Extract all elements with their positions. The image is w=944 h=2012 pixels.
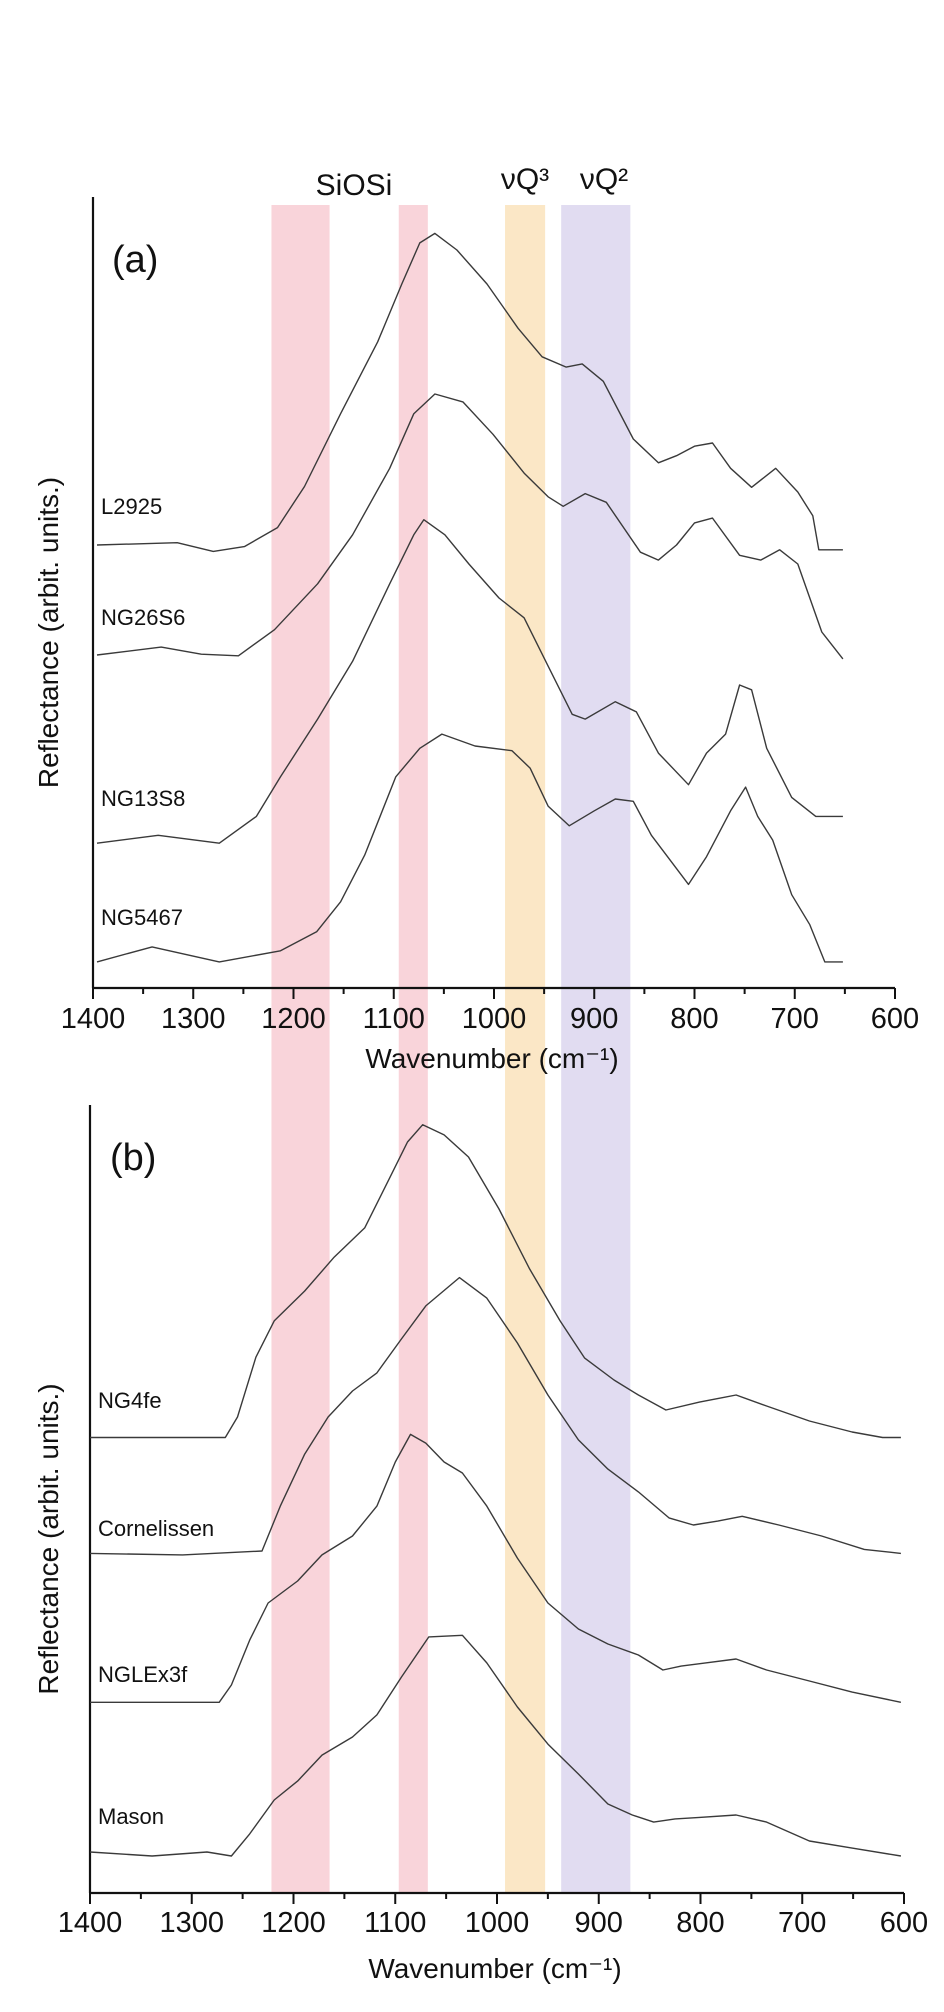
x-tick-label: 700 bbox=[778, 1907, 826, 1939]
band-1 bbox=[398, 205, 428, 1893]
series-label-nglex3f: NGLEx3f bbox=[98, 1662, 188, 1687]
series-label-mason: Mason bbox=[98, 1804, 164, 1829]
y-axis-label: Reflectance (arbit. units.) bbox=[33, 1383, 64, 1694]
x-axis-label: Wavenumber (cm⁻¹) bbox=[368, 1953, 621, 1984]
band-3 bbox=[561, 205, 631, 1893]
band-0 bbox=[271, 205, 330, 1893]
band-label-siosi: SiOSi bbox=[316, 169, 393, 202]
y-axis-label: Reflectance (arbit. units.) bbox=[33, 477, 64, 788]
x-tick-label: 1400 bbox=[61, 1003, 126, 1035]
series-line-cornelissen bbox=[89, 1276, 901, 1556]
x-tick-label: 900 bbox=[575, 1907, 623, 1939]
x-tick-label: 900 bbox=[570, 1003, 618, 1035]
series-line-l2925 bbox=[96, 232, 843, 553]
panel-label: (a) bbox=[112, 239, 158, 281]
x-tick-label: 1400 bbox=[58, 1907, 123, 1939]
band-label-vq3: νQ³ bbox=[501, 163, 549, 196]
panel-b: 1400 1300 1200 1100 1000 900 800 700 600 Wavenumb… bbox=[33, 1105, 928, 1984]
x-tick-label: 1100 bbox=[364, 1907, 426, 1939]
x-tick-label: 600 bbox=[880, 1907, 928, 1939]
series-line-mason bbox=[89, 1634, 902, 1857]
series-line-ng4fe bbox=[90, 1124, 901, 1439]
x-tick-label: 1300 bbox=[161, 1003, 226, 1035]
series-label-l2925: L2925 bbox=[101, 494, 162, 519]
x-tick-label: 600 bbox=[871, 1003, 919, 1035]
series-label-ng5467: NG5467 bbox=[101, 905, 183, 930]
x-tick-label: 800 bbox=[676, 1907, 724, 1939]
series-line-nglex3f bbox=[90, 1433, 902, 1703]
x-tick-label: 800 bbox=[670, 1003, 718, 1035]
x-axis-label: Wavenumber (cm⁻¹) bbox=[365, 1043, 618, 1074]
x-tick-label: 1200 bbox=[261, 1907, 326, 1939]
band-label-vq2: νQ² bbox=[580, 163, 628, 196]
panel-a: 1400 1300 1200 1100 1000 900 800 700 600 Wavenumb… bbox=[33, 197, 919, 1074]
x-tick-label: 700 bbox=[771, 1003, 819, 1035]
x-tick-label: 1000 bbox=[462, 1003, 527, 1035]
x-tick-label: 1300 bbox=[159, 1907, 224, 1939]
series-line-ng5467 bbox=[96, 733, 843, 963]
panel-label: (b) bbox=[110, 1137, 156, 1179]
x-tick-label: 1000 bbox=[465, 1907, 530, 1939]
x-tick-label: 1100 bbox=[363, 1003, 425, 1035]
x-tick-label: 1200 bbox=[261, 1003, 326, 1035]
series-label-ng13s8: NG13S8 bbox=[101, 786, 185, 811]
series-line-ng13s8 bbox=[96, 519, 843, 844]
band-highlights bbox=[271, 205, 631, 1893]
series-label-cornelissen: Cornelissen bbox=[98, 1516, 214, 1541]
series-line-ng26s6 bbox=[96, 393, 844, 660]
series-label-ng4fe: NG4fe bbox=[98, 1388, 162, 1413]
series-label-ng26s6: NG26S6 bbox=[101, 605, 185, 630]
